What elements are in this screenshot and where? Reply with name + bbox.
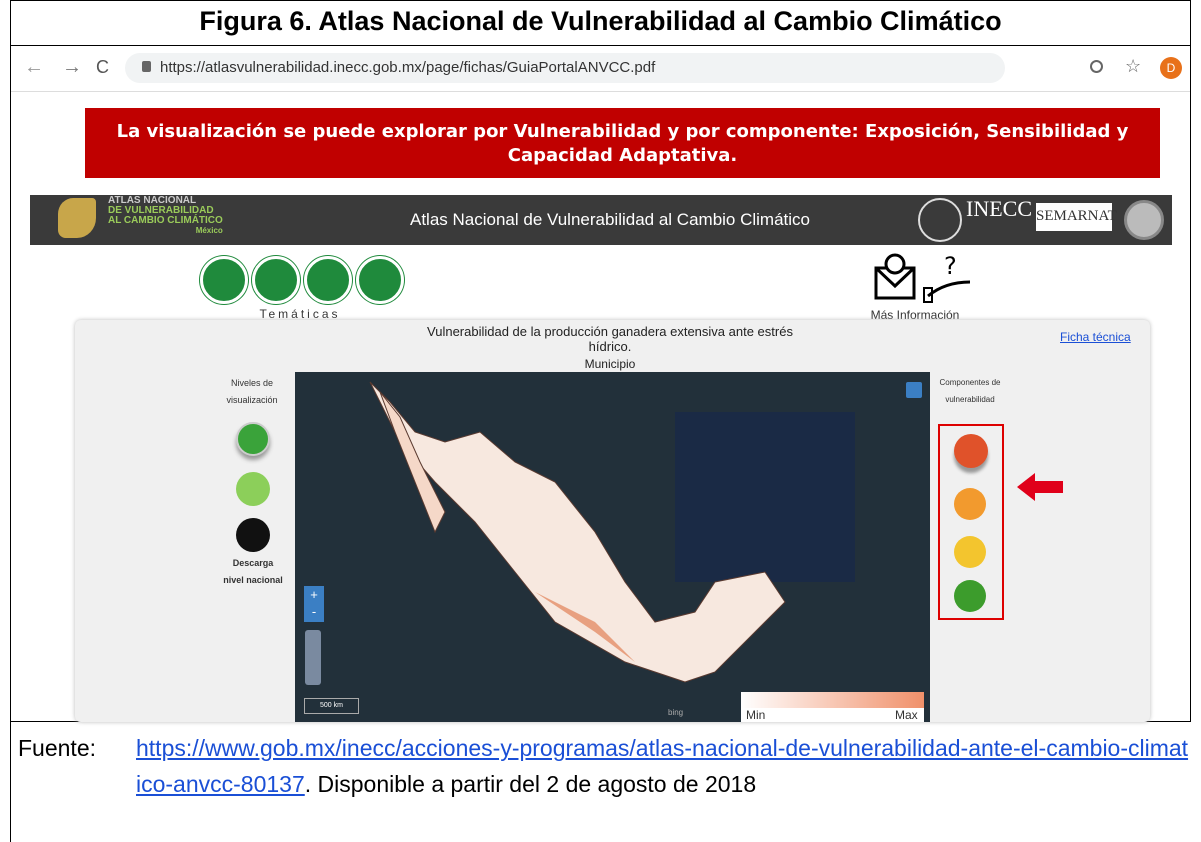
back-button[interactable]: ← [24, 56, 44, 79]
map-subtitle: Municipio [520, 357, 700, 371]
theme-button[interactable] [252, 256, 300, 304]
bookmark-star[interactable]: ☆ [1125, 56, 1141, 77]
figure-title: Figura 6. Atlas Nacional de Vulnerabilid… [10, 6, 1191, 37]
semarnat-label: SEMARNAT [1036, 203, 1112, 231]
level-button[interactable] [236, 422, 270, 456]
zoom-out[interactable]: - [304, 604, 324, 622]
fullscreen-button[interactable] [906, 382, 922, 398]
site-title: Atlas Nacional de Vulnerabilidad al Camb… [300, 210, 920, 230]
zoom-in[interactable]: + [304, 586, 324, 604]
download-button[interactable] [236, 518, 270, 552]
inecc-emblem [918, 198, 962, 242]
attribution: bing [668, 708, 683, 717]
divider [10, 722, 11, 842]
reload-button[interactable]: C [96, 57, 109, 78]
level-button[interactable] [236, 472, 270, 506]
banner: La visualización se puede explorar por V… [85, 108, 1160, 178]
logo-line: México [108, 226, 223, 236]
theme-button[interactable] [304, 256, 352, 304]
source-label: Fuente: [18, 730, 136, 766]
arrow [1015, 470, 1065, 504]
forward-button[interactable]: → [62, 56, 82, 79]
ficha-link[interactable]: Ficha técnica [1060, 330, 1131, 344]
theme-button[interactable] [356, 256, 404, 304]
map[interactable] [295, 372, 930, 722]
component-button[interactable] [954, 536, 986, 568]
map-title: Vulnerabilidad de la producción ganadera… [420, 324, 800, 354]
seal [1124, 200, 1164, 240]
components-label: Componentes de vulnerabilidad [937, 374, 1003, 408]
source: Fuente:https://www.gob.mx/inecc/acciones… [18, 730, 1193, 802]
download-label[interactable]: Descarga nivel nacional [222, 555, 284, 589]
source-note: . Disponible a partir del 2 de agosto de… [305, 771, 756, 797]
info-icons[interactable]: ? [870, 252, 980, 308]
component-button[interactable] [954, 488, 986, 520]
inecc-label: INECC [966, 196, 1032, 222]
zoom-icon[interactable] [1090, 60, 1103, 73]
scale-bar: 500 km [304, 698, 359, 714]
page: Figura 6. Atlas Nacional de Vulnerabilid… [0, 0, 1201, 842]
url[interactable]: https://atlasvulnerabilidad.inecc.gob.mx… [160, 59, 655, 76]
legend-max: Max [895, 708, 918, 722]
component-button[interactable] [954, 580, 986, 612]
zoom-slider[interactable] [305, 630, 321, 685]
legend-bar [741, 692, 924, 708]
logo-text: ATLAS NACIONAL DE VULNERABILIDAD AL CAMB… [108, 196, 223, 236]
logo-mark [58, 198, 96, 238]
avatar[interactable]: D [1160, 57, 1182, 79]
svg-text:?: ? [944, 252, 957, 280]
component-button[interactable] [954, 434, 988, 468]
legend-min: Min [746, 708, 765, 722]
lock-icon [142, 61, 151, 72]
tematicas-label: Temáticas [220, 307, 380, 321]
levels-label: Niveles de visualización [222, 375, 282, 409]
theme-button[interactable] [200, 256, 248, 304]
logo-line: AL CAMBIO CLIMÁTICO [108, 216, 223, 226]
